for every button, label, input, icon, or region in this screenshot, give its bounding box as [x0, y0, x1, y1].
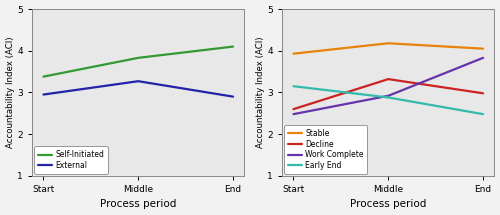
- X-axis label: Process period: Process period: [100, 200, 176, 209]
- X-axis label: Process period: Process period: [350, 200, 426, 209]
- Legend: Stable, Decline, Work Complete, Early End: Stable, Decline, Work Complete, Early En…: [284, 125, 368, 174]
- Early End: [480, 113, 486, 115]
- External: [230, 95, 236, 98]
- Legend: Self-Initiated, External: Self-Initiated, External: [34, 146, 108, 174]
- Decline: [386, 78, 392, 80]
- Line: External: External: [44, 81, 233, 97]
- Work Complete: [290, 113, 296, 115]
- Line: Self-Initiated: Self-Initiated: [44, 47, 233, 77]
- Work Complete: [480, 57, 486, 59]
- Line: Early End: Early End: [294, 86, 483, 114]
- Line: Decline: Decline: [294, 79, 483, 109]
- Self-Initiated: [230, 45, 236, 48]
- Stable: [386, 42, 392, 45]
- Self-Initiated: [40, 75, 46, 78]
- External: [136, 80, 141, 83]
- Line: Stable: Stable: [294, 43, 483, 54]
- Stable: [480, 47, 486, 50]
- Decline: [480, 92, 486, 95]
- Early End: [386, 96, 392, 99]
- Y-axis label: Accountability Index (ACI): Accountability Index (ACI): [6, 37, 15, 148]
- Self-Initiated: [136, 57, 141, 59]
- Early End: [290, 85, 296, 88]
- Stable: [290, 52, 296, 55]
- Line: Work Complete: Work Complete: [294, 58, 483, 114]
- Decline: [290, 108, 296, 111]
- Y-axis label: Accountability Index (ACI): Accountability Index (ACI): [256, 37, 264, 148]
- Work Complete: [386, 95, 392, 97]
- External: [40, 93, 46, 96]
